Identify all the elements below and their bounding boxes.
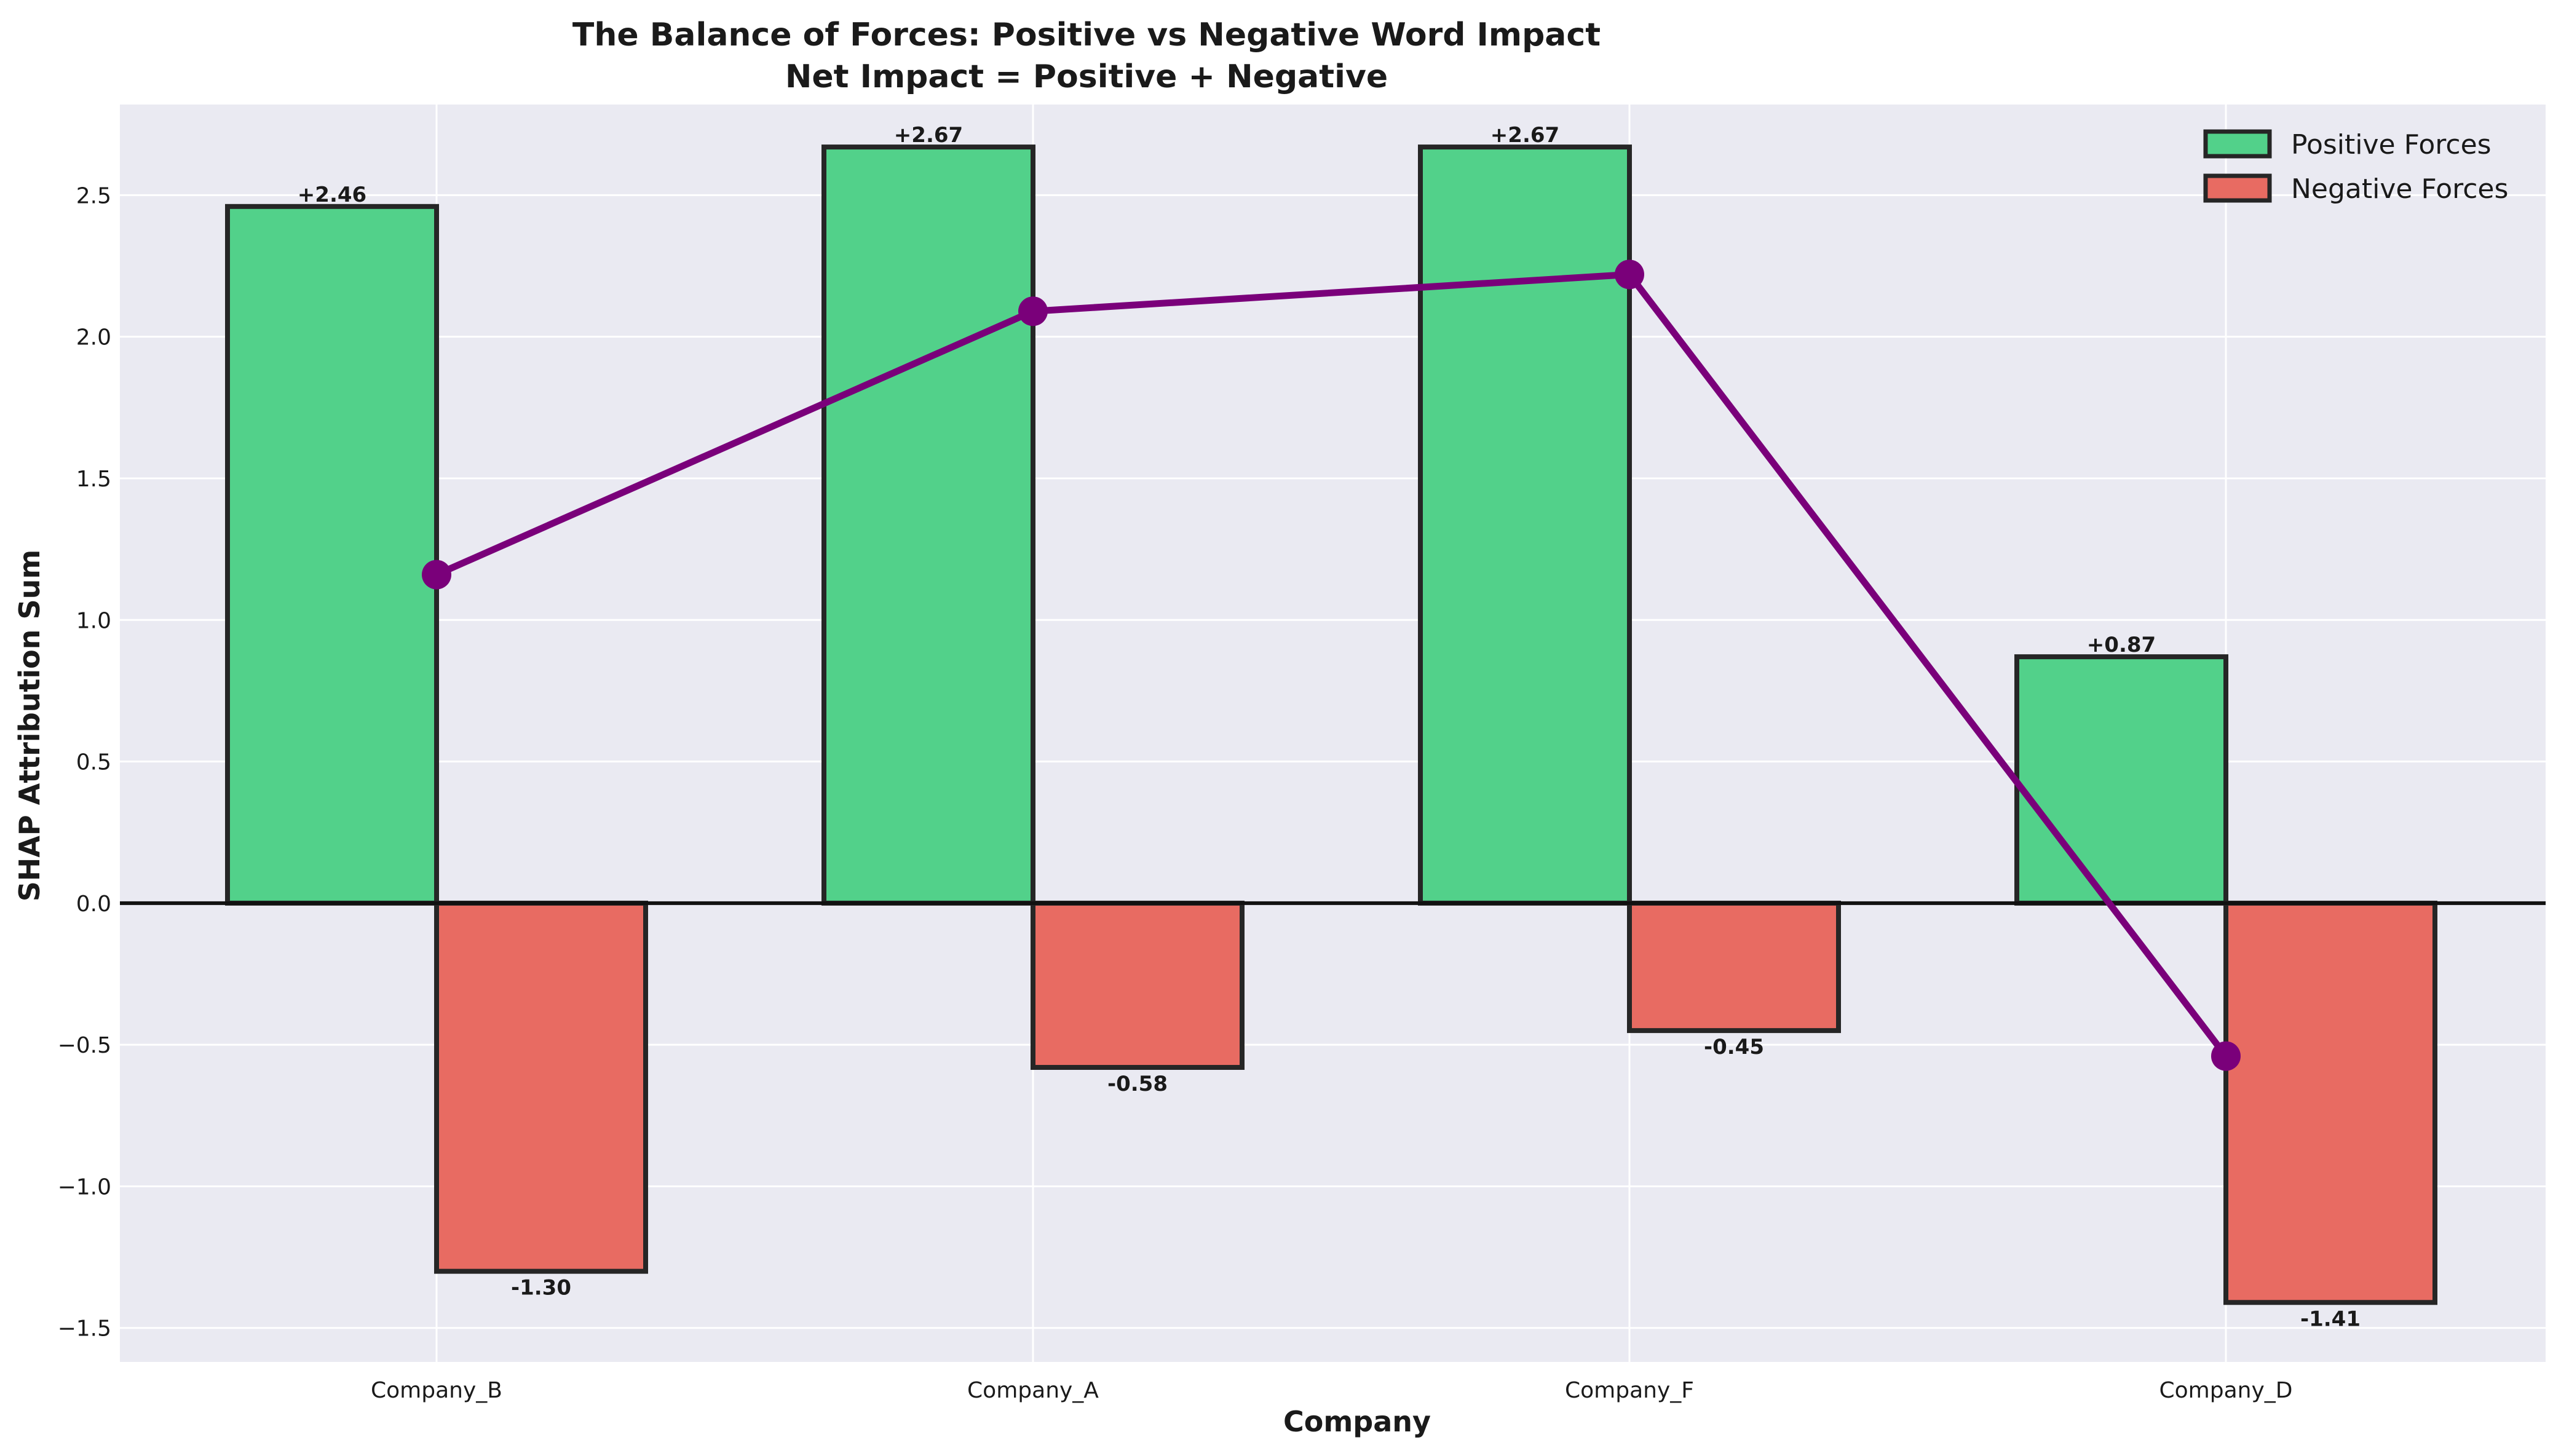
net-impact-line-group (422, 259, 2241, 1071)
y-tick-label-4: 0.5 (76, 750, 111, 775)
y-tick-label-6: 1.5 (76, 467, 111, 492)
x-tick-label-Company_A: Company_A (967, 1378, 1099, 1403)
y-tick-label-0: −1.5 (58, 1316, 111, 1342)
positive-value-label-Company_F: +2.67 (1490, 123, 1559, 148)
legend-positive-swatch (2203, 129, 2272, 159)
y-tick-label-2: −0.5 (58, 1033, 111, 1058)
net-impact-point-Company_D (2211, 1041, 2241, 1071)
net-impact-line (435, 271, 2229, 1058)
positive-bar-Company_F (1418, 144, 1632, 906)
chart-title: The Balance of Forces: Positive vs Negat… (572, 17, 1601, 53)
y-tick-label-7: 2.0 (76, 325, 111, 350)
positive-value-label-Company_A: +2.67 (894, 123, 963, 148)
bars (225, 144, 2437, 1305)
legend-positive-label: Positive Forces (2291, 129, 2492, 160)
negative-bar-Company_B (434, 900, 648, 1274)
net-impact-point-Company_B (422, 560, 451, 590)
x-tick-label-Company_D: Company_D (2159, 1378, 2293, 1403)
x-tick-label-Company_F: Company_F (1565, 1378, 1694, 1403)
y-tick-label-8: 2.5 (76, 183, 111, 208)
net-impact-point-Company_F (1615, 259, 1644, 290)
positive-bar-Company_D (2014, 654, 2228, 906)
y-tick-label-1: −1.0 (58, 1174, 111, 1200)
positive-bar-Company_A (821, 144, 1035, 906)
legend-negative-label: Negative Forces (2291, 173, 2508, 205)
y-axis-label: SHAP Attribution Sum (13, 550, 46, 902)
x-tick-label-Company_B: Company_B (371, 1378, 502, 1403)
negative-value-label-Company_B: -1.30 (511, 1276, 571, 1300)
legend: Positive Forces Negative Forces (2203, 129, 2508, 205)
axis-ticks: −1.5 −1.0 −0.5 0.0 0.5 1.0 1.5 2.0 2.5 Company_B C… (58, 183, 2293, 1403)
data-labels: +2.46 -1.30 +2.67 -0.58 +2.67 -0.45 +0.87 -1.41 (298, 123, 2361, 1331)
positive-value-label-Company_B: +2.46 (298, 183, 366, 207)
chart-subtitle: Net Impact = Positive + Negative (785, 58, 1388, 95)
negative-bar-Company_F (1627, 900, 1841, 1034)
net-impact-point-Company_A (1018, 296, 1048, 326)
positive-bar-Company_B (225, 204, 439, 906)
negative-value-label-Company_A: -0.58 (1107, 1072, 1168, 1096)
negative-value-label-Company_F: -0.45 (1704, 1035, 1764, 1059)
negative-value-label-Company_D: -1.41 (2300, 1307, 2361, 1331)
legend-negative-swatch (2203, 173, 2272, 203)
negative-bar-Company_D (2223, 900, 2437, 1305)
x-axis-label: Company (1283, 1405, 1431, 1438)
y-tick-label-3: 0.0 (76, 892, 111, 917)
negative-bar-Company_A (1031, 900, 1245, 1070)
y-tick-label-5: 1.0 (76, 608, 111, 633)
positive-value-label-Company_D: +0.87 (2087, 633, 2156, 657)
